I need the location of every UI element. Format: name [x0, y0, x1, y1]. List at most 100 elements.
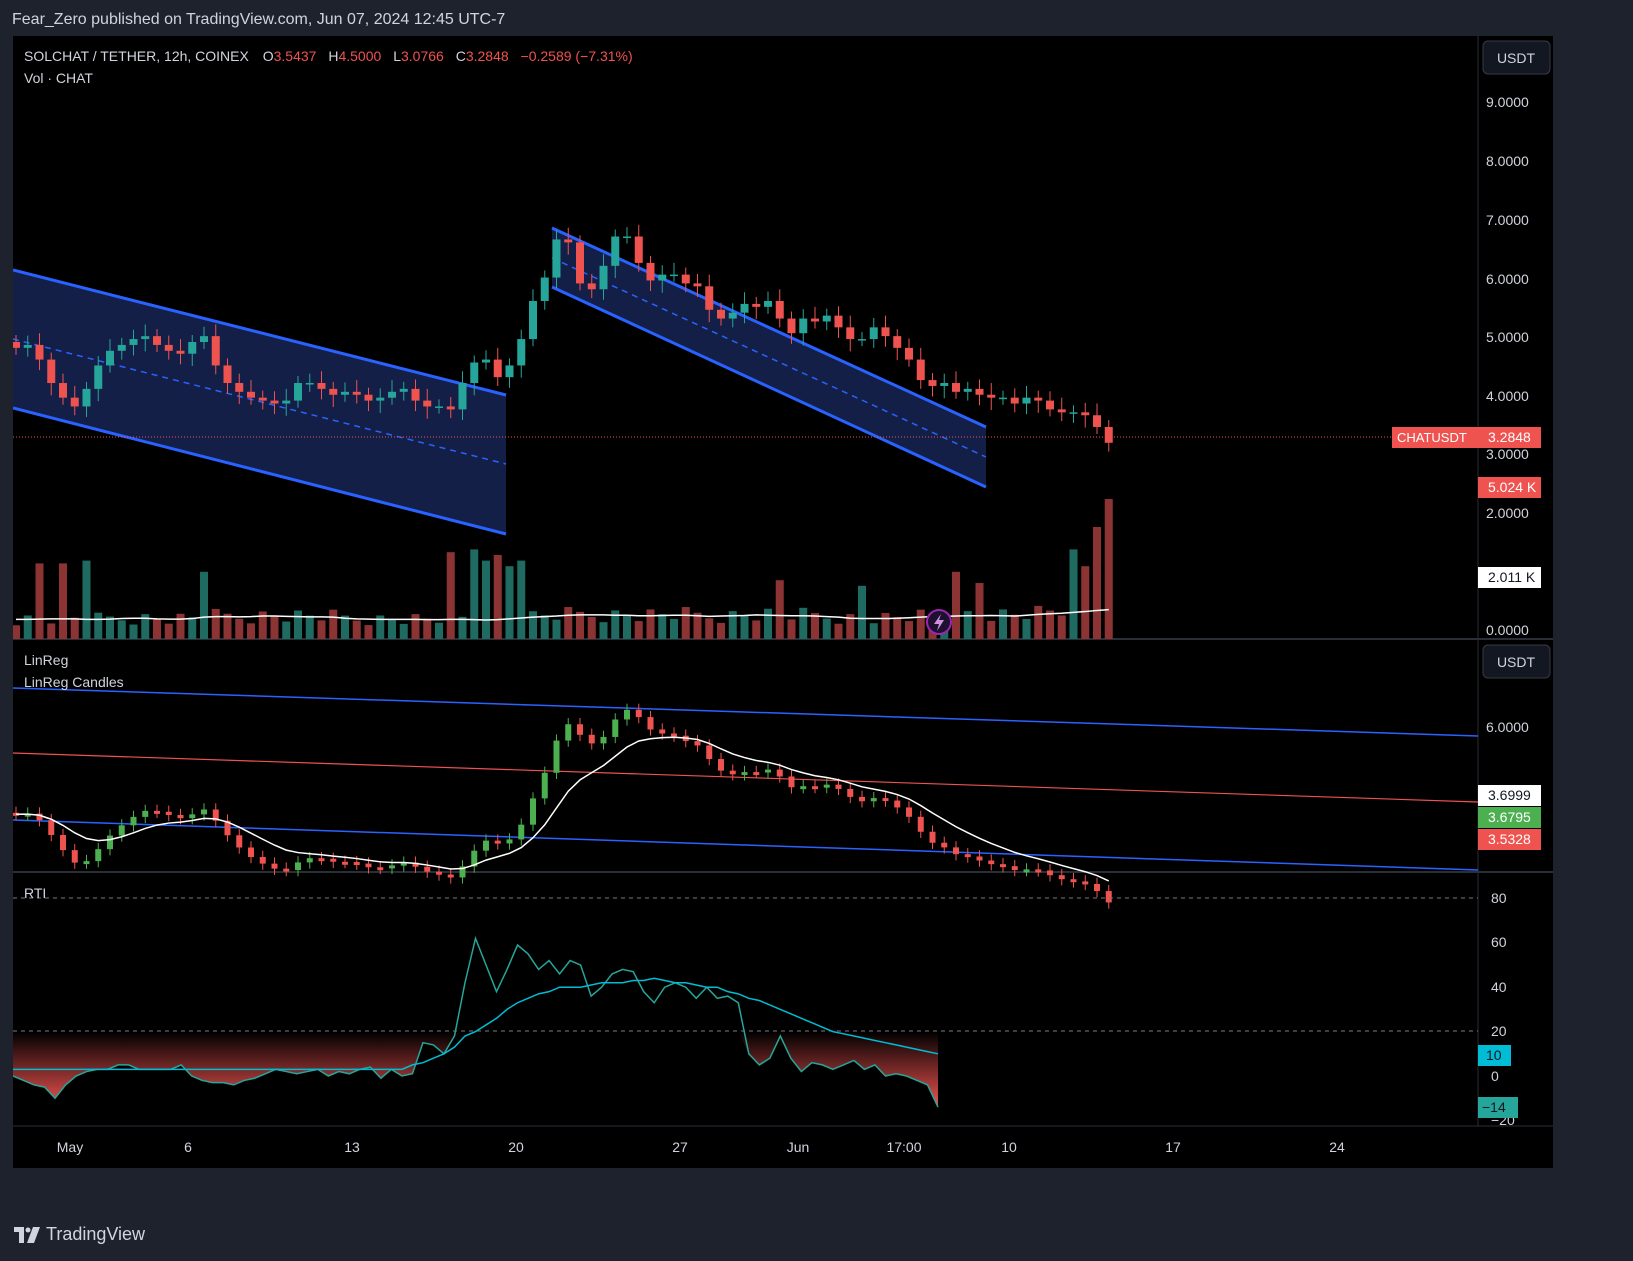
volume-bar	[470, 549, 479, 639]
volume-bar	[646, 609, 655, 639]
linreg-candle-body	[953, 847, 959, 855]
time-axis[interactable]: May 6 13 20 27 Jun 17:00 10 17 24	[57, 1139, 1345, 1155]
volume-bar	[963, 611, 972, 639]
volume-bar	[59, 563, 67, 639]
candle-body	[141, 336, 150, 340]
volume-bar	[188, 617, 197, 639]
candle-body	[505, 365, 514, 378]
linreg-candle-body	[353, 862, 360, 866]
volume-bar	[341, 615, 349, 639]
volume-bar	[1057, 615, 1066, 639]
time-tick: May	[57, 1139, 83, 1155]
candle-body	[82, 388, 91, 407]
candle-body	[611, 236, 620, 266]
linreg-candle-body	[165, 811, 172, 816]
candle-body	[822, 315, 831, 322]
volume-bar	[717, 622, 725, 639]
time-tick: 13	[344, 1139, 360, 1155]
linreg-candles-title: LinReg Candles	[24, 674, 124, 690]
linreg-lower-line[interactable]	[13, 819, 1479, 871]
svg-text:−14: −14	[1482, 1099, 1506, 1115]
candle-body	[1034, 397, 1043, 401]
volume-bar	[846, 614, 855, 639]
linreg-candle-body	[95, 849, 102, 862]
descending-channel-left[interactable]	[13, 268, 507, 536]
volume-bar	[482, 560, 490, 639]
brand-name: TradingView	[46, 1224, 146, 1244]
linreg-candle-body	[1094, 884, 1100, 892]
volume-bar	[693, 612, 702, 639]
linreg-candle-body	[518, 824, 525, 840]
footer: TradingView	[14, 1224, 145, 1245]
candle-body	[740, 303, 749, 313]
candle-body	[47, 359, 56, 384]
volume-bar	[658, 614, 667, 639]
candle-body	[752, 303, 761, 307]
linreg-candle-body	[894, 800, 901, 808]
candle-body	[176, 350, 185, 354]
linreg-upper-line[interactable]	[13, 687, 1479, 737]
linreg-candle-body	[130, 816, 137, 826]
rti-oversold-fill	[13, 1031, 938, 1108]
candle-body	[940, 383, 949, 386]
linreg-candle-body	[1047, 870, 1053, 876]
linreg-candle-body	[48, 820, 55, 836]
volume-bar	[905, 621, 913, 639]
volume-bar	[670, 618, 678, 639]
volume-bar	[681, 607, 690, 639]
linreg-candle-body	[71, 850, 78, 863]
volume-tag: 5.024 K	[1478, 477, 1541, 498]
tradingview-logo-icon[interactable]	[14, 1226, 40, 1243]
rti-axis[interactable]: 80 60 40 20 0 −20	[1491, 890, 1515, 1128]
volume-bar	[458, 616, 467, 639]
volume-bar	[881, 613, 890, 639]
volume-bar	[623, 615, 631, 639]
volume-bar	[82, 560, 91, 639]
lightning-icon[interactable]	[926, 609, 952, 635]
linreg-candle-body	[189, 814, 196, 819]
price-tag-symbol: CHATUSDT	[1397, 430, 1467, 445]
last-price-tag: CHATUSDT 3.2848	[1392, 427, 1541, 448]
volume-bar	[869, 623, 878, 639]
chart-area[interactable]: SOLCHAT / TETHER, 12h, COINEX O3.5437 H4…	[13, 36, 1553, 1168]
price-tick: 7.0000	[1486, 212, 1529, 228]
linreg-candle-body	[212, 809, 219, 821]
linreg-candle-body	[459, 866, 466, 878]
linreg-mid-line[interactable]	[13, 752, 1479, 803]
volume-bar	[552, 619, 561, 639]
candle-body	[576, 242, 584, 284]
candle-body	[1081, 412, 1090, 416]
candle-body	[646, 262, 655, 281]
price-axis[interactable]: 9.0000 8.0000 7.0000 6.0000 5.0000 4.000…	[1486, 94, 1529, 638]
linreg-candle-body	[330, 858, 337, 862]
volume-bar	[540, 615, 549, 639]
candle-body	[881, 327, 890, 337]
linreg-candle-body	[318, 858, 325, 862]
candle-body	[247, 391, 255, 398]
volume-bar	[411, 614, 420, 639]
svg-text:USDT: USDT	[1497, 50, 1536, 66]
linreg-candle-body	[24, 813, 31, 817]
linreg-candle-body	[1070, 879, 1077, 883]
time-tick: 20	[508, 1139, 524, 1155]
volume-bar	[388, 619, 396, 639]
svg-text:2.011 K: 2.011 K	[1488, 569, 1536, 585]
descending-channel-right[interactable]	[551, 226, 987, 489]
linreg-candle-body	[342, 861, 348, 865]
volume-bar	[1081, 566, 1090, 639]
currency-button-main[interactable]: USDT	[1482, 40, 1551, 75]
volume-bar	[305, 615, 314, 639]
volume-bar	[517, 560, 526, 639]
linreg-candle-body	[964, 854, 971, 858]
linreg-candle-body	[1011, 866, 1018, 871]
time-tick: 17:00	[886, 1139, 921, 1155]
candle-body	[470, 362, 479, 384]
currency-button-linreg[interactable]: USDT	[1482, 644, 1551, 679]
linreg-candle-body	[236, 835, 243, 848]
linreg-candle-body	[377, 867, 384, 871]
candle-body	[787, 318, 796, 334]
volume-bar	[376, 615, 385, 639]
linreg-candle-body	[248, 847, 254, 857]
time-tick: 10	[1001, 1139, 1017, 1155]
candle-body	[305, 383, 314, 385]
